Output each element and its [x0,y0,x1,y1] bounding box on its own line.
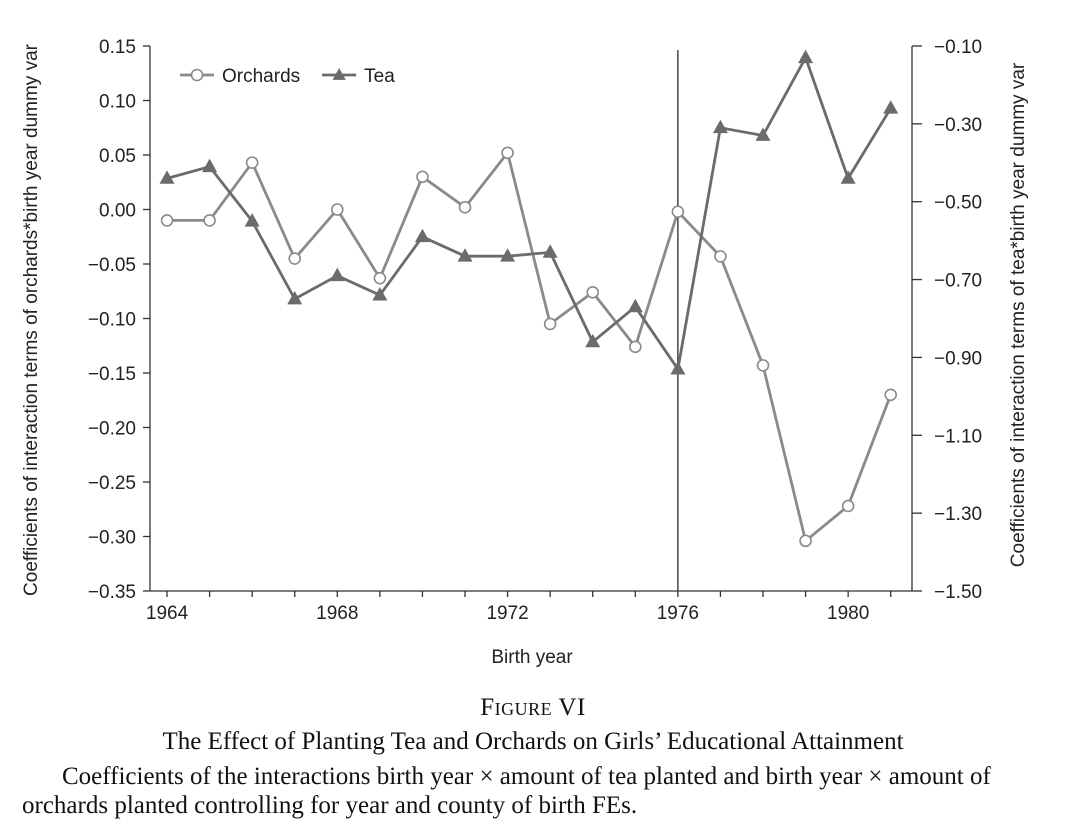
orchards-point [543,317,557,331]
tea-point [457,248,473,262]
figure-title: The Effect of Planting Tea and Orchards … [162,728,904,755]
tea-point [287,291,303,305]
tea-point [244,213,260,227]
y-left-tick-label: 0.00 [99,201,136,222]
orchards-point [756,359,770,372]
y-left-tick-label: −0.05 [88,255,136,276]
y-right-tick-label: −1.30 [934,504,982,525]
orchards-point [714,250,727,263]
x-axis-title: Birth year [491,647,573,668]
figure-number: Figure VI [480,694,586,721]
orchards-point [331,203,344,216]
figure-note: Coefficients of the interactions birth y… [22,763,991,819]
legend-orchards-label: Orchards [222,66,300,87]
y-left-tick-label: −0.35 [88,582,136,603]
orchards-point [203,214,216,227]
tea-point [627,298,643,313]
legend-orchards-marker [190,68,204,82]
y-right-tick-label: −0.30 [934,115,982,136]
orchards-point [586,286,600,299]
tea-point [500,248,516,262]
orchards-point [160,214,174,227]
x-tick-label: 1976 [657,603,699,624]
x-tick-label: 1980 [827,603,869,624]
y-right-tick-label: −1.50 [934,582,982,603]
orchards-point [416,170,429,184]
y-left-tick-label: −0.20 [88,419,136,440]
x-tick-label: 1964 [146,603,189,624]
y-right-tick-label: −0.70 [934,271,982,292]
legend-tea-marker [332,68,346,80]
y-axis-left-title: Coefficients of interaction terms of orc… [21,43,42,596]
legend: Orchards Tea [180,66,395,87]
legend-tea-label: Tea [364,66,395,87]
y-axis-right-title: Coefficients of interaction terms of tea… [1008,62,1029,567]
tea-point [670,361,686,375]
orchards-point [288,252,302,265]
orchards-point [373,271,387,285]
orchards-line [167,149,893,544]
orchards-point [628,340,642,354]
y-left-tick-label: 0.10 [99,92,136,113]
tea-point [798,49,814,64]
y-left-tick-label: 0.05 [99,146,136,167]
x-tick-label: 1972 [486,603,528,624]
y-left-tick-label: 0.15 [99,37,136,58]
tea-point [585,333,601,348]
orchards-point [841,499,855,513]
y-right-tick-label: −0.50 [934,193,982,214]
orchards-point [501,146,514,160]
tea-line [166,54,892,373]
orchards-point [458,201,472,214]
orchards-point [245,156,259,169]
y-left-tick-label: −0.25 [88,473,136,494]
tea-point [840,170,856,184]
tea-point [712,119,728,134]
tea-point [329,267,345,282]
y-right-tick-label: −0.10 [934,37,982,58]
tea-point [414,228,430,243]
y-right-tick-label: −1.10 [934,426,982,447]
tea-point [883,100,899,114]
orchards-point [799,534,812,548]
series [159,49,899,548]
y-left-tick-label: −0.30 [88,528,136,549]
tea-point [202,158,218,173]
axes: 0.15 0.10 0.05 0.00 −0.05 −0.10 −0.15 −0.20 −0.2… [88,37,982,624]
tea-point [159,170,175,184]
x-tick-label: 1968 [316,603,358,624]
orchards-point [671,205,685,218]
tea-point [372,287,388,301]
y-left-tick-label: −0.10 [88,310,136,331]
y-right-tick-label: −0.90 [934,348,982,369]
y-left-tick-label: −0.15 [88,364,136,385]
tea-point [755,127,771,141]
tea-point [542,244,558,258]
orchards-point [884,388,898,402]
